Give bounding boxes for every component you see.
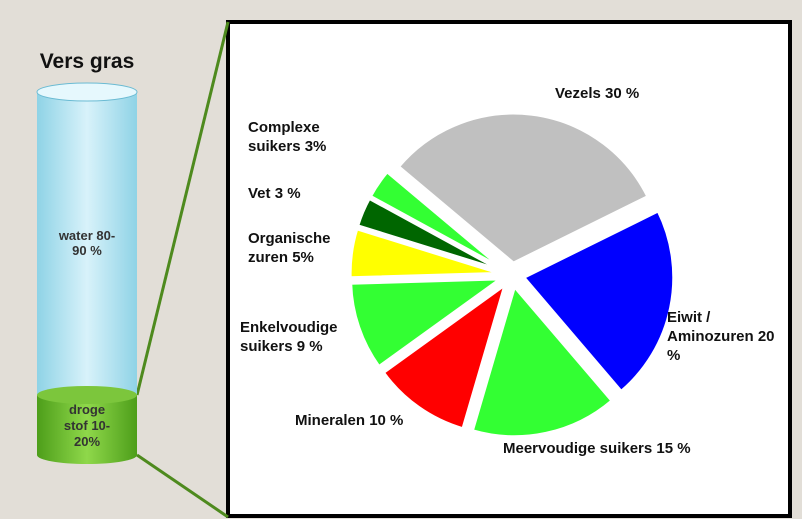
value-label: 3 % — [275, 185, 301, 202]
value-label: 5% — [292, 249, 314, 266]
value-label: 30 % — [605, 85, 639, 102]
value-label: 3% — [305, 138, 327, 155]
slice-label: Meervoudige suikers 15 % — [503, 439, 743, 458]
value-label: 15 % — [656, 440, 690, 457]
slice-label: Mineralen 10 % — [295, 411, 455, 430]
slice-label: Eiwit / Aminozuren 20 % — [667, 308, 782, 365]
category-name: Vezels — [555, 85, 601, 102]
category-name: Enkelvoudige suikers — [240, 319, 338, 355]
slice-label: Vet 3 % — [248, 184, 338, 203]
category-name: Meervoudige suikers — [503, 440, 652, 457]
value-label: 9 % — [297, 338, 323, 355]
cylinder-title: Vers gras — [22, 50, 152, 74]
value-label: 10 % — [369, 412, 403, 429]
page: Vers gras water 80-90 % droge stof 10-20… — [0, 0, 802, 519]
cylinder-top — [37, 83, 137, 101]
connector — [137, 22, 228, 395]
slice-label: Complexe suikers 3% — [248, 118, 348, 156]
slice-label: Organische zuren 5% — [248, 229, 358, 267]
slice-label: Enkelvoudige suikers 9 % — [240, 318, 360, 356]
category-name: Organische zuren — [248, 230, 331, 266]
category-name: Mineralen — [295, 412, 365, 429]
slice-label: Vezels 30 % — [555, 84, 695, 103]
dry-label: droge stof 10-20% — [57, 402, 117, 450]
connector — [137, 455, 228, 517]
category-name: Eiwit / Aminozuren — [667, 309, 754, 345]
category-name: Vet — [248, 185, 271, 202]
water-label: water 80-90 % — [52, 228, 122, 258]
